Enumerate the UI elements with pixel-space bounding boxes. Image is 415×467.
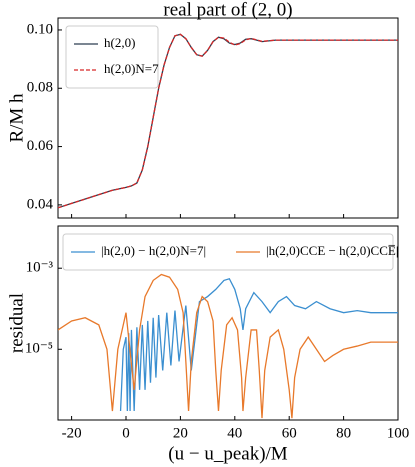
- y-tick-label: 0.06: [27, 138, 54, 154]
- x-tick-label: 100: [387, 425, 410, 441]
- plot-area: [58, 33, 398, 209]
- x-tick-label: 0: [122, 425, 130, 441]
- y-tick-label: 0.08: [27, 80, 53, 96]
- y-tick-label: 10⁻³: [26, 260, 54, 276]
- x-tick-label: -20: [62, 425, 82, 441]
- chart-title: real part of (2, 0): [163, 0, 292, 20]
- x-tick-label: 60: [282, 425, 297, 441]
- legend-label: h(2,0): [104, 35, 135, 50]
- x-tick-label: 20: [173, 425, 188, 441]
- series-line: [58, 33, 398, 209]
- legend-label: |h(2,0) − h(2,0)N=7|: [101, 243, 206, 258]
- legend-label: |h(2,0)CCE − h(2,0)CCE̅|: [266, 243, 398, 258]
- axes-frame: [57, 225, 399, 421]
- y-tick-label: 0.04: [27, 196, 54, 212]
- legend: |h(2,0) − h(2,0)N=7| |h(2,0)CCE − h(2,0)C…: [62, 233, 398, 271]
- legend-label: h(2,0)N=7: [104, 61, 159, 76]
- plot-area: [58, 273, 398, 419]
- x-tick-label: 80: [336, 425, 351, 441]
- x-tick-label: 40: [227, 425, 242, 441]
- legend-box: [65, 25, 159, 89]
- series-line: [119, 277, 398, 412]
- series-line: [58, 273, 398, 419]
- y-tick-label: 10⁻⁵: [25, 341, 53, 357]
- legend: h(2,0) h(2,0)N=7: [65, 25, 159, 89]
- axes-frame: [57, 17, 399, 219]
- legend-box: [62, 233, 394, 271]
- y-axis-label: R/M h: [6, 93, 27, 143]
- x-axis-label: (u − u_peak)/M: [168, 443, 288, 464]
- y-tick-label: 0.10: [27, 21, 53, 37]
- y-axis-label: residual: [6, 293, 27, 353]
